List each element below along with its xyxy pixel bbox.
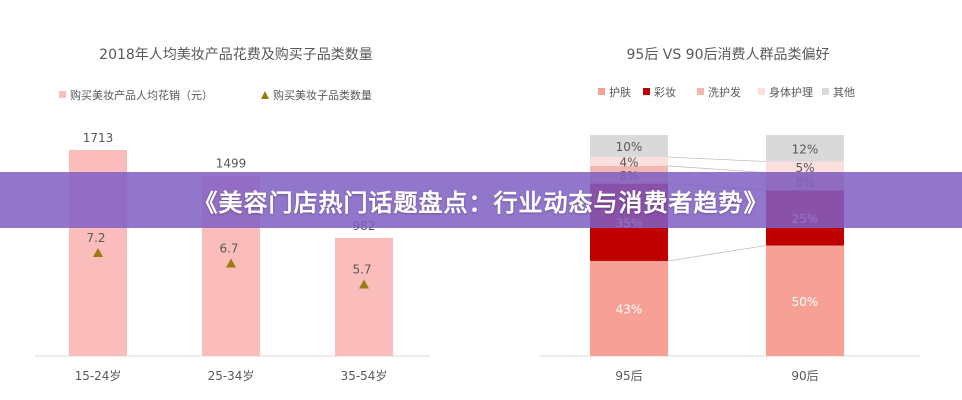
count-marker — [226, 258, 236, 268]
right-legend-label: 其他 — [833, 86, 855, 99]
left-chart-title: 2018年人均美妆产品花费及购买子品类数量 — [99, 47, 373, 63]
stack-segment — [766, 161, 844, 173]
title-banner: 《美容门店热门话题盘点：行业动态与消费者趋势》 — [0, 172, 962, 228]
series-connector-line — [667, 156, 767, 162]
right-legend-label: 彩妆 — [654, 86, 676, 99]
stack-segment — [590, 157, 668, 166]
stack-segment — [766, 245, 844, 356]
right-x-tick-label: 95后 — [615, 369, 642, 383]
spend-value-label: 1713 — [83, 131, 114, 145]
right-legend-swatch — [822, 88, 829, 95]
right-x-tick-label: 90后 — [791, 369, 818, 383]
left-legend-triangle-label: 购买美妆子品类数量 — [273, 88, 372, 102]
left-legend-triangle-marker — [261, 91, 269, 99]
segment-value-label: 10% — [616, 140, 643, 154]
right-legend-swatch — [758, 88, 765, 95]
left-legend-bar-label: 购买美妆产品人均花销（元） — [70, 88, 213, 102]
stack-segment — [590, 135, 668, 158]
segment-value-label: 5% — [795, 161, 814, 175]
count-value-label: 5.7 — [352, 263, 371, 277]
right-legend-swatch — [643, 88, 650, 95]
right-legend-label: 护肤 — [609, 85, 631, 99]
left-x-tick-label: 25-34岁 — [208, 368, 255, 383]
segment-value-label: 4% — [619, 156, 638, 170]
right-legend-label: 身体护理 — [769, 85, 813, 99]
left-legend-bar-swatch — [59, 91, 66, 98]
right-legend-swatch — [697, 88, 704, 95]
left-x-tick-label: 35-54岁 — [341, 368, 388, 383]
right-chart-title: 95后 VS 90后消费人群品类偏好 — [627, 47, 830, 63]
stack-segment — [590, 260, 668, 356]
spend-bar — [335, 237, 393, 356]
count-marker — [359, 279, 369, 289]
banner-title: 《美容门店热门话题盘点：行业动态与消费者趋势》 — [193, 188, 769, 217]
stack-segment — [766, 135, 844, 162]
segment-value-label: 50% — [792, 295, 819, 309]
segment-value-label: 43% — [616, 302, 643, 316]
series-connector-line — [667, 245, 767, 262]
series-connector-line — [667, 165, 767, 173]
count-marker — [93, 248, 103, 257]
spend-value-label: 1499 — [216, 157, 247, 171]
right-legend-label: 洗护发 — [708, 85, 741, 99]
left-x-tick-label: 15-24岁 — [75, 368, 122, 383]
count-value-label: 7.2 — [86, 231, 105, 245]
count-value-label: 6.7 — [219, 242, 238, 256]
segment-value-label: 12% — [792, 142, 819, 156]
right-legend-swatch — [598, 88, 605, 95]
